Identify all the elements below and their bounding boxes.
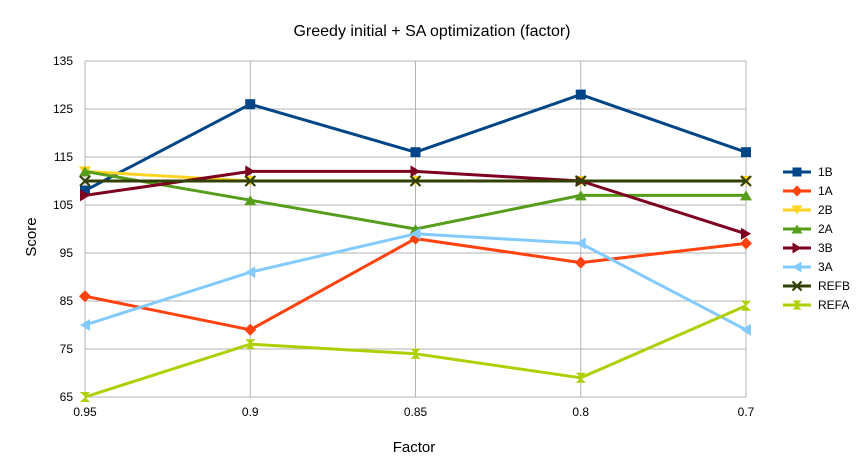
x-axis-title: Factor xyxy=(393,439,436,456)
data-point-3A xyxy=(410,227,421,240)
legend-item-3B: 3B xyxy=(783,241,833,255)
data-point-1B xyxy=(80,185,90,196)
x-tick-label: 0.8 xyxy=(572,405,589,419)
legend-item-2B: 2B xyxy=(783,203,833,217)
legend-item-1A: 1A xyxy=(783,184,833,198)
data-point-REFB xyxy=(79,175,91,187)
plot-grid xyxy=(84,60,747,398)
data-point-1B xyxy=(575,89,586,100)
data-point-3A xyxy=(575,237,586,250)
series-REFB xyxy=(79,175,752,187)
data-point-3B xyxy=(741,227,751,240)
data-point-3A xyxy=(245,266,256,279)
legend-item-2A: 2A xyxy=(783,222,833,236)
data-point-REFA xyxy=(80,392,90,402)
data-point-REFA xyxy=(410,348,421,359)
y-axis-title: Score xyxy=(23,217,40,256)
legend-marker xyxy=(791,224,803,234)
data-point-REFB xyxy=(574,175,587,187)
legend-marker xyxy=(792,300,802,310)
legend-item-REFB: REFB xyxy=(783,279,850,293)
data-point-2A xyxy=(574,190,587,201)
data-point-3B xyxy=(80,189,90,202)
y-tick-label: 75 xyxy=(60,342,74,356)
legend-marker xyxy=(791,205,803,215)
legend-label: 1A xyxy=(818,184,833,198)
legend-label: 1B xyxy=(818,165,833,179)
data-point-REFB xyxy=(244,175,257,187)
legend-item-1B: 1B xyxy=(783,165,833,179)
y-tick-label: 65 xyxy=(60,390,74,404)
data-point-3A xyxy=(741,323,751,336)
legend-item-REFA: REFA xyxy=(783,298,849,312)
legend-label: 2B xyxy=(818,203,833,217)
data-point-2A xyxy=(79,166,91,177)
plot-series xyxy=(79,89,752,402)
data-point-REFA xyxy=(741,300,751,311)
series-1B xyxy=(80,89,751,196)
series-3A xyxy=(80,227,751,336)
legend-label: 3A xyxy=(818,260,833,274)
data-point-REFB xyxy=(409,175,422,187)
series-REFA xyxy=(80,300,751,402)
y-tick-label: 95 xyxy=(60,246,74,260)
legend-label: REFA xyxy=(818,298,849,312)
legend-marker xyxy=(791,185,803,197)
data-point-REFB xyxy=(740,175,752,187)
x-tick-label: 0.85 xyxy=(404,405,428,419)
data-point-1A xyxy=(740,237,752,250)
data-point-REFA xyxy=(575,372,586,383)
data-point-1A xyxy=(79,290,91,303)
legend-marker xyxy=(791,280,803,292)
x-tick-label: 0.9 xyxy=(242,405,259,419)
data-point-1B xyxy=(245,99,256,110)
data-point-1A xyxy=(574,256,587,269)
y-tick-label: 85 xyxy=(60,294,74,308)
legend: 1B 1A 2B 2A 3B 3A REFB REFA xyxy=(783,165,850,312)
legend-marker xyxy=(792,242,802,254)
data-point-3B xyxy=(410,165,421,178)
data-point-2A xyxy=(740,190,752,201)
data-point-1A xyxy=(244,323,257,336)
data-point-3B xyxy=(245,165,256,178)
legend-marker xyxy=(792,261,802,273)
legend-item-3A: 3A xyxy=(783,260,833,274)
legend-label: 3B xyxy=(818,241,833,255)
series-1A xyxy=(79,232,752,336)
y-tick-label: 105 xyxy=(53,198,73,212)
series-line-REFA xyxy=(84,304,747,399)
y-tick-label: 115 xyxy=(54,150,73,164)
x-tick-label: 0.95 xyxy=(73,405,97,419)
legend-marker xyxy=(792,167,802,177)
y-tick-label: 135 xyxy=(53,54,73,68)
data-point-REFA xyxy=(245,339,256,350)
data-point-1B xyxy=(741,147,751,158)
data-point-3A xyxy=(80,319,90,331)
data-point-1B xyxy=(410,147,421,158)
legend-label: REFB xyxy=(818,279,850,293)
chart-title: Greedy initial + SA optimization (factor… xyxy=(293,23,570,40)
y-tick-label: 125 xyxy=(53,102,73,116)
y-axis-ticks: 135 125 115 105 95 85 75 65 xyxy=(53,54,73,404)
data-point-2A xyxy=(244,195,257,206)
legend-label: 2A xyxy=(818,222,833,236)
x-axis-ticks: 0.95 0.9 0.85 0.8 0.7 xyxy=(73,405,754,419)
x-tick-label: 0.7 xyxy=(738,405,755,419)
